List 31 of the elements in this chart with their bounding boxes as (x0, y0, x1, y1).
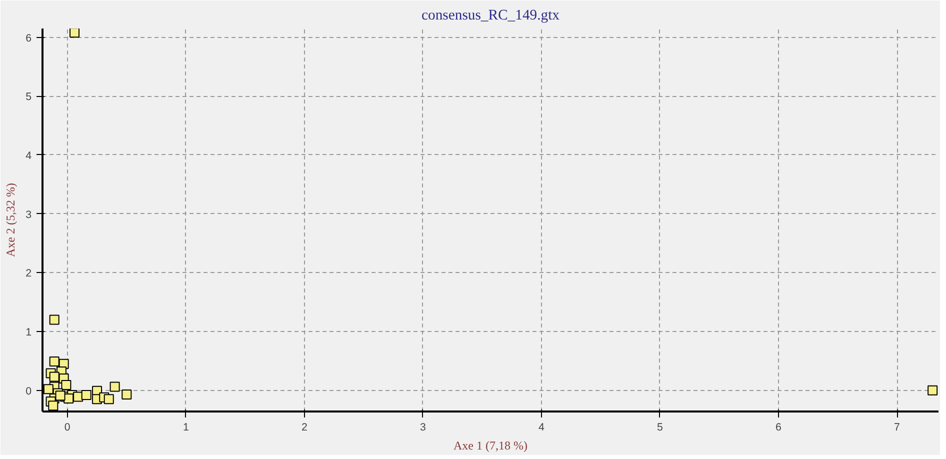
y-tick-label: 6 (26, 32, 32, 44)
x-tick-label: 3 (420, 422, 426, 434)
point (55, 390, 66, 401)
x-tick-label: 2 (301, 422, 308, 434)
x-tick-label: 6 (776, 422, 782, 434)
point (110, 382, 120, 392)
point (104, 394, 114, 404)
point (61, 380, 72, 390)
point (48, 400, 58, 411)
point (122, 389, 132, 400)
y-axis-title: Axe 2 (5,32 %) (4, 183, 18, 257)
x-tick-label: 5 (657, 422, 664, 434)
y-tick-label: 2 (26, 268, 32, 280)
x-tick-label: 0 (64, 422, 70, 434)
point (49, 314, 60, 325)
point (49, 356, 60, 366)
point (70, 28, 80, 38)
point (928, 385, 938, 396)
point (81, 390, 92, 400)
y-tick-label: 5 (26, 91, 32, 104)
y-tick-label: 1 (26, 326, 32, 338)
x-axis-title: Axe 1 (7,18 %) (454, 438, 528, 452)
y-tick-label: 4 (26, 150, 32, 162)
point (49, 372, 60, 382)
y-tick-label: 3 (26, 208, 32, 221)
chart-title: consensus_RC_149.gtx (421, 8, 560, 24)
x-tick-label: 7 (894, 422, 900, 434)
y-tick-label: 0 (26, 385, 32, 398)
point (43, 384, 54, 394)
x-tick-label: 4 (538, 422, 544, 434)
x-tick-label: 1 (182, 422, 189, 434)
